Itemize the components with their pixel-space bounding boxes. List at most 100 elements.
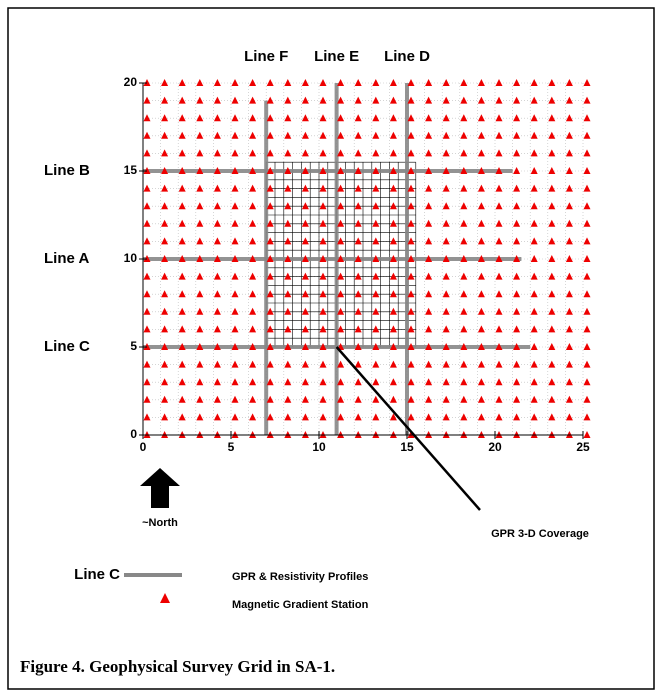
station [372,131,380,139]
station [548,114,556,122]
station [284,96,292,104]
station [372,237,380,245]
station [425,167,433,174]
station [249,290,257,298]
gpr-label: GPR 3-D Coverage [491,528,589,540]
station [530,307,538,315]
station [495,202,503,210]
station [425,378,433,386]
station [460,96,468,104]
x-tick-label: 15 [400,440,414,454]
station [548,290,556,298]
station [266,395,274,403]
station [495,395,503,403]
station [301,114,309,122]
station [301,307,309,315]
station [266,290,274,298]
station [442,114,450,122]
station [249,79,257,86]
station [460,307,468,315]
station [213,395,221,403]
station [213,149,221,157]
station [319,272,327,280]
frame [7,7,655,690]
station [354,184,362,192]
station [354,202,362,210]
plot: Line F Line E Line D Line B Line A Line C 0 5 10… [44,48,591,540]
station [530,114,538,122]
station [460,184,468,192]
station [477,290,485,298]
station [513,290,521,298]
station [161,325,169,333]
station [161,343,169,350]
x-tick-label: 5 [228,440,235,454]
station [161,290,169,298]
station [583,290,591,298]
profile-label: Line D [384,48,430,65]
station [460,255,468,262]
station [161,149,169,157]
station [460,360,468,368]
station [319,167,327,174]
station [442,360,450,368]
station [442,149,450,157]
station [407,413,415,421]
station [565,343,573,350]
station [530,290,538,298]
station [213,360,221,368]
station [301,131,309,139]
station [337,114,345,122]
station [354,325,362,333]
station [266,202,274,210]
station [196,307,204,315]
station [565,378,573,386]
station [196,184,204,192]
station [495,272,503,280]
station [495,184,503,192]
station [495,149,503,157]
station [266,325,274,333]
station [530,255,538,262]
station [530,202,538,210]
station [319,202,327,210]
station [495,131,503,139]
station [213,167,221,174]
station [477,131,485,139]
station [460,343,468,350]
station [477,237,485,245]
station [495,378,503,386]
x-tick-label: 10 [312,440,326,454]
station [178,325,186,333]
station [213,325,221,333]
station [583,79,591,86]
station [266,96,274,104]
station [530,79,538,86]
station [565,184,573,192]
station [301,202,309,210]
station [266,219,274,227]
station [583,114,591,122]
station [301,395,309,403]
station [530,343,538,350]
station [319,96,327,104]
station [301,79,309,86]
station [178,96,186,104]
gpr-leader [335,346,481,511]
station [495,343,503,350]
station [196,378,204,386]
station [143,413,151,421]
station [583,96,591,104]
station [513,184,521,192]
station [284,395,292,403]
station [284,237,292,245]
station [337,184,345,192]
x-tick-label: 25 [576,440,590,454]
station [337,131,345,139]
station [213,290,221,298]
station [161,307,169,315]
station [583,149,591,157]
station [530,96,538,104]
station [266,343,274,350]
station [583,219,591,227]
